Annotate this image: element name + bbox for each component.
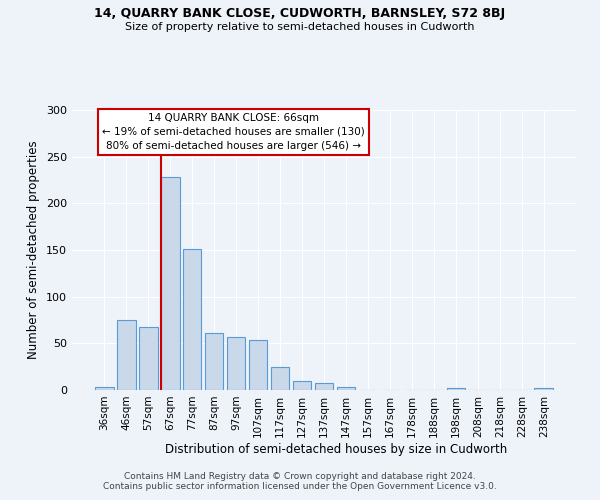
- Bar: [205, 333, 223, 390]
- Bar: [271, 366, 289, 390]
- Bar: [95, 387, 113, 390]
- Bar: [249, 340, 268, 390]
- Text: Contains HM Land Registry data © Crown copyright and database right 2024.: Contains HM Land Registry data © Crown c…: [124, 472, 476, 481]
- Bar: [535, 388, 553, 390]
- Bar: [139, 328, 158, 390]
- Y-axis label: Number of semi-detached properties: Number of semi-detached properties: [28, 140, 40, 360]
- Text: Size of property relative to semi-detached houses in Cudworth: Size of property relative to semi-detach…: [125, 22, 475, 32]
- Bar: [337, 387, 355, 390]
- Bar: [314, 384, 334, 390]
- Text: 14, QUARRY BANK CLOSE, CUDWORTH, BARNSLEY, S72 8BJ: 14, QUARRY BANK CLOSE, CUDWORTH, BARNSLE…: [94, 8, 506, 20]
- Text: Contains public sector information licensed under the Open Government Licence v3: Contains public sector information licen…: [103, 482, 497, 491]
- Bar: [117, 320, 136, 390]
- Bar: [446, 388, 465, 390]
- Text: 14 QUARRY BANK CLOSE: 66sqm
← 19% of semi-detached houses are smaller (130)
80% : 14 QUARRY BANK CLOSE: 66sqm ← 19% of sem…: [102, 113, 365, 151]
- Bar: [293, 380, 311, 390]
- Bar: [183, 249, 202, 390]
- Text: Distribution of semi-detached houses by size in Cudworth: Distribution of semi-detached houses by …: [165, 442, 507, 456]
- Bar: [161, 177, 179, 390]
- Bar: [227, 337, 245, 390]
